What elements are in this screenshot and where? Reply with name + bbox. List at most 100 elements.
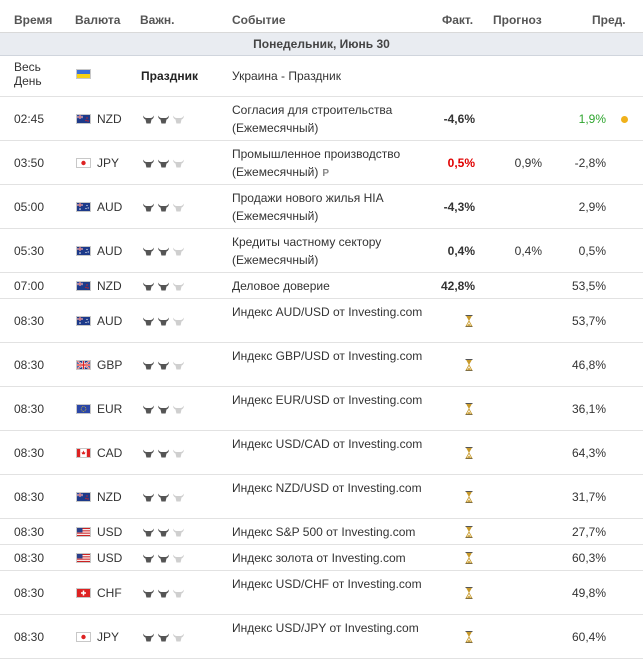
event-title-text: Индекс AUD/USD от Investing.com [232, 305, 423, 319]
event-title-text: Индекс GBP/USD от Investing.com [232, 349, 423, 363]
event-previous: 60,4% [571, 630, 606, 644]
header-previous[interactable]: Пред. [592, 13, 626, 27]
event-row[interactable]: 05:00 AUD Продажи нового жилья HIA (Ежемес… [0, 185, 643, 229]
bull-icon [158, 589, 169, 598]
bull-icon [143, 282, 154, 291]
bull-icon [158, 282, 169, 291]
event-currency: EUR [97, 402, 123, 416]
event-title-text: Индекс S&P 500 от Investing.com [232, 525, 416, 539]
event-title[interactable]: Согласия для строительства (Ежемесячный) [232, 101, 427, 137]
event-previous: 31,7% [571, 490, 606, 504]
event-previous: 53,5% [571, 279, 606, 293]
bull-empty-icon [173, 449, 184, 458]
bull-empty-icon [173, 159, 184, 168]
event-forecast: 0,4% [514, 244, 542, 258]
event-row[interactable]: 08:30 NZD Индекс NZD/USD от Investing.com 3… [0, 475, 643, 519]
event-title[interactable]: Индекс USD/JPY от Investing.com [232, 619, 427, 637]
event-previous: 49,8% [571, 586, 606, 600]
bull-icon [158, 317, 169, 326]
event-title[interactable]: Индекс USD/CAD от Investing.com [232, 435, 427, 453]
event-previous: 27,7% [571, 525, 606, 539]
event-title[interactable]: Индекс USD/CHF от Investing.com [232, 575, 427, 593]
jp-flag-icon [76, 158, 91, 168]
event-time: 05:30 [14, 244, 45, 258]
importance-rating [142, 200, 187, 214]
event-row[interactable]: 05:30 AUD Кредиты частному сектору (Ежемес… [0, 229, 643, 273]
bull-icon [143, 203, 154, 212]
event-title[interactable]: Промышленное производство (Ежемесячный) P [232, 145, 427, 183]
event-currency: NZD [97, 279, 122, 293]
event-row[interactable]: 08:30 CAD Индекс USD/CAD от Investing.com 6… [0, 431, 643, 475]
event-title-text: Деловое доверие [232, 279, 330, 293]
event-row[interactable]: 08:30 EUR Индекс EUR/USD от Investing.com 3… [0, 387, 643, 431]
bull-empty-icon [173, 203, 184, 212]
revised-indicator-icon[interactable] [621, 116, 628, 123]
event-row[interactable]: 08:30 USD Индекс золота от Investing.com 60… [0, 545, 643, 571]
gb-flag-icon [76, 360, 91, 370]
importance-rating [142, 402, 187, 416]
event-title[interactable]: Продажи нового жилья HIA (Ежемесячный) [232, 189, 427, 225]
header-time[interactable]: Время [14, 13, 53, 27]
event-title[interactable]: Индекс золота от Investing.com [232, 549, 427, 567]
event-title[interactable]: Деловое доверие [232, 277, 427, 295]
header-actual[interactable]: Факт. [442, 13, 474, 27]
premium-badge[interactable]: P [322, 168, 329, 179]
event-title-text: Индекс золота от Investing.com [232, 551, 406, 565]
bull-icon [143, 361, 154, 370]
nz-flag-icon [76, 281, 91, 291]
holiday-event[interactable]: Украина - Праздник [232, 69, 342, 83]
eu-flag-icon [76, 404, 91, 414]
bull-empty-icon [173, 317, 184, 326]
bull-icon [143, 449, 154, 458]
event-row[interactable]: 08:30 CHF Индекс USD/CHF от Investing.com 4… [0, 571, 643, 615]
event-currency: JPY [97, 630, 120, 644]
event-row[interactable]: 08:30 AUD Индекс AUD/USD от Investing.com 5… [0, 299, 643, 343]
event-currency: AUD [97, 200, 123, 214]
holiday-row[interactable]: Весь День Праздник Украина - Праздник [0, 56, 643, 97]
bull-icon [143, 317, 154, 326]
event-previous: 46,8% [571, 358, 606, 372]
event-title-text: Индекс NZD/USD от Investing.com [232, 481, 422, 495]
bull-icon [143, 115, 154, 124]
header-forecast[interactable]: Прогноз [493, 13, 542, 27]
event-row[interactable]: 03:50 JPY Промышленное производство (Ежеме… [0, 141, 643, 185]
header-importance[interactable]: Важн. [140, 13, 175, 27]
event-title[interactable]: Индекс EUR/USD от Investing.com [232, 391, 427, 409]
hourglass-icon [465, 552, 473, 567]
bull-icon [143, 159, 154, 168]
bull-empty-icon [173, 554, 184, 563]
header-event[interactable]: Событие [232, 13, 286, 27]
day-header: Понедельник, Июнь 30 [0, 33, 643, 56]
event-row[interactable]: 07:00 NZD Деловое доверие 42,8% 53,5% [0, 273, 643, 299]
bull-icon [143, 528, 154, 537]
bull-empty-icon [173, 405, 184, 414]
event-row[interactable]: 08:30 JPY Индекс USD/JPY от Investing.com 6… [0, 615, 643, 659]
bull-empty-icon [173, 282, 184, 291]
event-row[interactable]: 08:30 GBP Индекс GBP/USD от Investing.com 4… [0, 343, 643, 387]
nz-flag-icon [76, 492, 91, 502]
event-time: 08:30 [14, 490, 45, 504]
event-time: 08:30 [14, 630, 45, 644]
us-flag-icon [76, 527, 91, 537]
bull-icon [158, 493, 169, 502]
event-previous: 53,7% [571, 314, 606, 328]
ch-flag-icon [76, 588, 91, 598]
event-previous: 2,9% [578, 200, 606, 214]
event-title[interactable]: Индекс GBP/USD от Investing.com [232, 347, 427, 365]
event-row[interactable]: 08:30 USD Индекс S&P 500 от Investing.com 2… [0, 519, 643, 545]
event-title[interactable]: Индекс AUD/USD от Investing.com [232, 303, 427, 321]
hourglass-icon [465, 631, 473, 646]
event-title[interactable]: Кредиты частному сектору (Ежемесячный) [232, 233, 427, 269]
header-currency[interactable]: Валюта [75, 13, 121, 27]
hourglass-icon [465, 587, 473, 602]
event-time: 08:30 [14, 525, 45, 539]
event-title-text: Продажи нового жилья HIA (Ежемесячный) [232, 191, 383, 223]
jp-flag-icon [76, 632, 91, 642]
event-title[interactable]: Индекс NZD/USD от Investing.com [232, 479, 427, 497]
event-title-text: Кредиты частному сектору (Ежемесячный) [232, 235, 382, 267]
event-currency: JPY [97, 156, 120, 170]
event-forecast: 0,9% [514, 156, 542, 170]
event-row[interactable]: 02:45 NZD Согласия для строительства (Ежем… [0, 97, 643, 141]
importance-rating [142, 446, 187, 460]
event-title[interactable]: Индекс S&P 500 от Investing.com [232, 523, 427, 541]
